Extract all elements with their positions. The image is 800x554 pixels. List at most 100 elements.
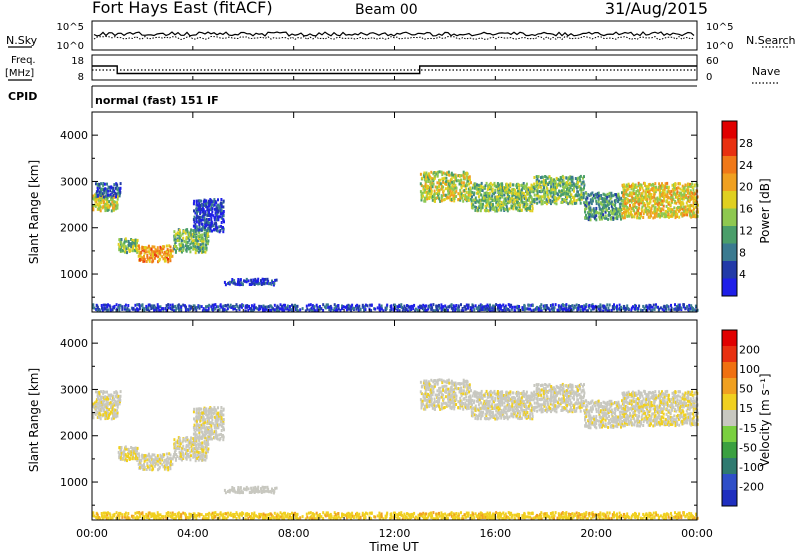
velocity-echo-cell — [426, 401, 429, 405]
power-echo-cell — [463, 188, 466, 192]
power-echo-cell — [669, 208, 672, 211]
velocity-echo-cell — [262, 490, 265, 494]
power-echo-cell — [592, 305, 594, 308]
power-echo-cell — [604, 307, 607, 311]
power-echo-cell — [536, 305, 538, 309]
power-echo-cell — [623, 211, 625, 214]
velocity-echo-cell — [112, 396, 114, 400]
power-echo-cell — [364, 303, 367, 307]
power-echo-cell — [531, 207, 534, 211]
power-echo-cell — [506, 193, 509, 196]
velocity-echo-cell — [193, 450, 196, 454]
velocity-echo-cell — [450, 406, 453, 409]
power-echo-cell — [468, 182, 471, 186]
velocity-echo-cell — [453, 395, 456, 399]
velocity-echo-cell — [224, 491, 227, 495]
velocity-echo-cell — [133, 451, 136, 455]
power-echo-cell — [606, 208, 609, 212]
velocity-echo-cell — [494, 398, 497, 402]
velocity-echo-cell — [427, 399, 429, 403]
velocity-echo-cell — [222, 413, 225, 417]
power-echo-cell — [210, 208, 213, 211]
velocity-echo-cell — [446, 379, 449, 383]
power-echo-cell — [222, 210, 225, 213]
power-echo-cell — [266, 277, 269, 281]
station-title: Fort Hays East (fitACF) — [92, 0, 273, 17]
power-echo-cell — [510, 307, 513, 311]
velocity-echo-cell — [420, 406, 423, 410]
velocity-echo-cell — [444, 390, 446, 394]
power-echo-cell — [205, 201, 208, 205]
velocity-echo-cell — [120, 446, 123, 449]
power-echo-cell — [275, 278, 278, 282]
power-echo-cell — [600, 194, 603, 197]
power-echo-cell — [648, 209, 651, 213]
power-echo-cell — [560, 193, 563, 197]
power-echo-cell — [216, 206, 219, 210]
power-echo-cell — [440, 196, 443, 200]
power-echo-cell — [186, 228, 189, 232]
power-echo-cell — [662, 204, 665, 208]
power-echo-cell — [329, 304, 332, 308]
power-echo-cell — [96, 182, 99, 186]
power-echo-cell — [200, 207, 203, 211]
velocity-echo-cell — [95, 408, 98, 412]
power-echo-cell — [182, 243, 185, 247]
power-echo-cell — [438, 178, 441, 182]
power-echo-cell — [239, 304, 242, 308]
power-echo-cell — [451, 187, 454, 191]
power-echo-cell — [398, 305, 401, 308]
velocity-echo-cell — [422, 402, 425, 406]
power-echo-cell — [672, 213, 675, 217]
power-echo-cell — [325, 303, 328, 307]
velocity-echo-cell — [141, 464, 144, 468]
velocity-echo-cell — [214, 424, 217, 428]
power-echo-cell — [671, 187, 674, 191]
velocity-echo-cell — [92, 411, 95, 415]
power-echo-cell — [171, 249, 174, 253]
power-echo-cell — [427, 175, 429, 179]
power-echo-cell — [601, 197, 604, 200]
velocity-echo-cell — [207, 416, 210, 420]
power-echo-cell — [424, 306, 427, 310]
colorbar-tick-label: 16 — [739, 203, 753, 216]
power-echo-cell — [99, 309, 102, 313]
power-echo-cell — [167, 249, 170, 253]
power-echo-cell — [674, 216, 677, 220]
velocity-echo-cell — [217, 417, 220, 421]
power-echo-cell — [438, 188, 441, 192]
power-echo-cell — [487, 187, 490, 191]
power-echo-cell — [535, 175, 538, 179]
power-echo-cell — [264, 305, 267, 309]
power-echo-cell — [635, 190, 638, 193]
power-echo-cell — [541, 195, 544, 199]
velocity-echo-cell — [194, 453, 197, 457]
power-echo-cell — [541, 175, 544, 179]
power-echo-cell — [429, 176, 432, 180]
power-echo-cell — [333, 303, 336, 307]
velocity-echo-cell — [490, 411, 493, 415]
power-echo-cell — [622, 201, 625, 205]
power-echo-cell — [526, 198, 529, 202]
velocity-echo-cell — [140, 459, 143, 462]
power-echo-cell — [641, 194, 644, 198]
velocity-echo-cell — [467, 395, 470, 399]
velocity-echo-cell — [506, 409, 509, 413]
power-echo-cell — [291, 308, 294, 312]
power-echo-cell — [598, 211, 600, 215]
power-echo-cell — [424, 183, 427, 187]
velocity-echo-cell — [168, 462, 171, 466]
power-echo-cell — [260, 283, 263, 286]
velocity-echo-cell — [102, 391, 105, 395]
colorbar-swatch — [722, 173, 737, 192]
velocity-echo-cell — [161, 463, 164, 467]
power-echo-cell — [526, 307, 529, 311]
power-echo-cell — [630, 198, 633, 202]
power-echo-cell — [469, 197, 472, 201]
velocity-echo-cell — [128, 450, 131, 453]
power-echo-cell — [400, 305, 402, 309]
power-echo-cell — [253, 307, 256, 311]
power-echo-cell — [602, 192, 605, 196]
power-echo-cell — [692, 188, 695, 192]
power-echo-cell — [94, 204, 97, 208]
